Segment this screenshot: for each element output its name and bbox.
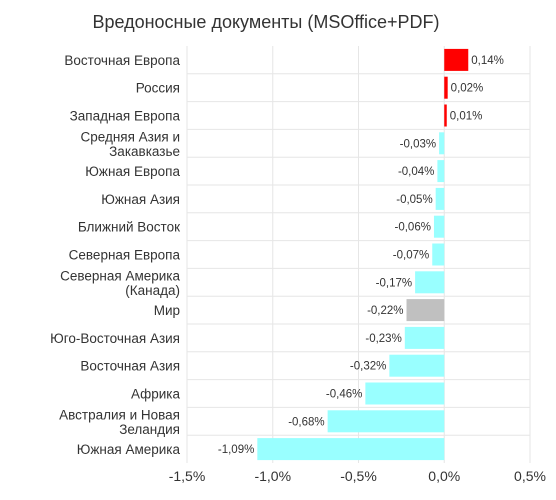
bar xyxy=(365,382,445,405)
category-label-line: Северная Америка xyxy=(60,268,180,283)
x-tick-label: -1,0% xyxy=(254,468,291,484)
grid-layer xyxy=(186,46,531,463)
data-label: 0,01% xyxy=(450,111,483,123)
bar xyxy=(406,299,445,322)
bar xyxy=(437,160,445,183)
category-labels: Восточная Европа Россия Западная Европа Сре… xyxy=(50,53,180,457)
data-label: -0,04% xyxy=(398,166,434,178)
labels-layer: 0,14% 0,02% 0,01% -0,03% -0,04% -0,05% -0,06% -… xyxy=(218,55,504,456)
category-label: Южная Азия xyxy=(101,192,180,207)
data-label: 0,14% xyxy=(471,55,504,67)
data-label: -0,07% xyxy=(393,250,429,262)
category-label: Юго-Восточная Азия xyxy=(50,331,180,346)
bar xyxy=(444,48,469,71)
data-label: -0,23% xyxy=(365,333,401,345)
category-label-line: Закавказье xyxy=(109,144,180,159)
category-label-line: (Канада) xyxy=(125,283,180,298)
bar xyxy=(444,76,448,99)
data-label: -0,32% xyxy=(350,361,386,373)
data-label: -0,46% xyxy=(326,389,362,401)
category-label: Северная Европа xyxy=(69,248,181,263)
bar xyxy=(439,132,445,155)
x-axis-ticks: -1,5% -1,0% -0,5% 0,0% 0,5% xyxy=(169,468,546,484)
category-label: Восточная Европа xyxy=(64,53,180,68)
category-label-line: Средняя Азия и xyxy=(80,129,180,144)
x-tick-label: -0,5% xyxy=(340,468,377,484)
x-tick-label: -1,5% xyxy=(169,468,206,484)
category-label: Россия xyxy=(136,81,180,96)
bar xyxy=(389,354,445,377)
bar xyxy=(444,104,447,127)
category-label: Австралия и Новая Зеландия xyxy=(59,407,180,437)
x-tick-label: 0,0% xyxy=(428,468,460,484)
category-label-line: Австралия и Новая xyxy=(59,407,180,422)
bar xyxy=(415,271,445,294)
category-label: Средняя Азия и Закавказье xyxy=(80,129,180,159)
data-label: -0,05% xyxy=(396,194,432,206)
category-label: Ближний Восток xyxy=(78,220,180,235)
bar xyxy=(257,438,445,461)
bar xyxy=(432,243,445,266)
data-label: -0,03% xyxy=(400,138,436,150)
data-label: -0,17% xyxy=(376,277,412,289)
chart-title: Вредоносные документы (MSOffice+PDF) xyxy=(92,12,439,32)
category-label: Западная Европа xyxy=(70,109,181,124)
category-label: Восточная Азия xyxy=(80,359,180,374)
category-label: Мир xyxy=(154,303,180,318)
category-label: Южная Европа xyxy=(85,164,180,179)
data-label: -0,22% xyxy=(367,305,403,317)
bars-layer xyxy=(257,48,469,461)
bar xyxy=(327,410,445,433)
data-label: -0,68% xyxy=(288,416,324,428)
data-label: -0,06% xyxy=(395,222,431,234)
data-label: -1,09% xyxy=(218,444,254,456)
category-label-line: Зеландия xyxy=(119,422,180,437)
category-label: Южная Америка xyxy=(77,442,181,457)
bar xyxy=(435,187,445,210)
data-label: 0,02% xyxy=(451,83,484,95)
category-label: Северная Америка (Канада) xyxy=(60,268,180,298)
category-label: Африка xyxy=(131,387,181,402)
bar xyxy=(404,326,445,349)
bar xyxy=(433,215,445,238)
x-tick-label: 0,5% xyxy=(514,468,546,484)
